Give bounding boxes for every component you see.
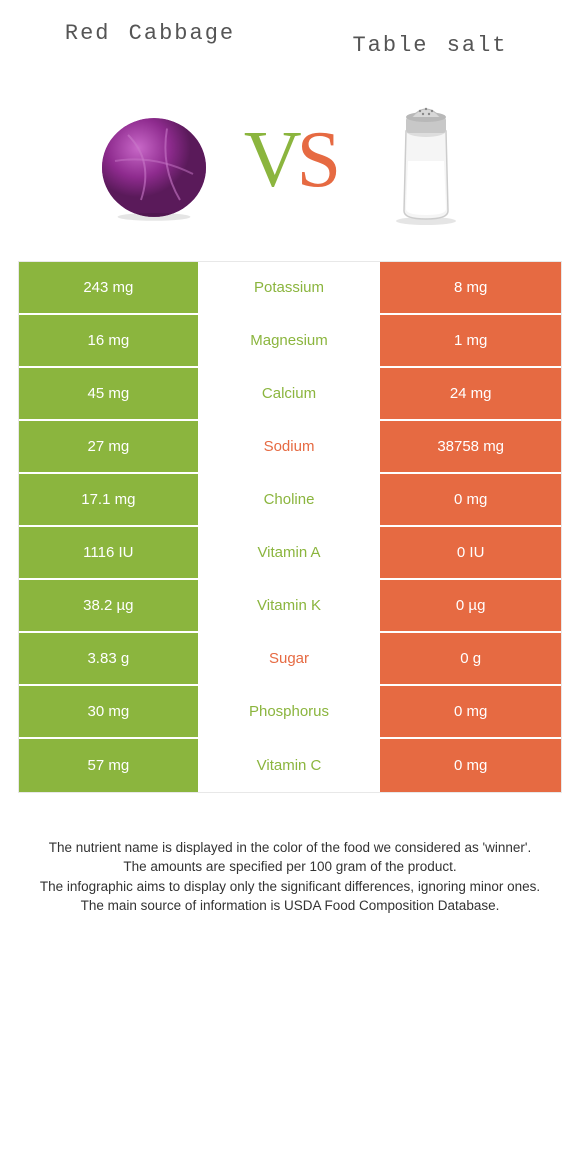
footer-line-1: The nutrient name is displayed in the co… (30, 838, 550, 858)
table-row: 3.83 gSugar0 g (19, 633, 561, 686)
comparison-header: Red Cabbage Table salt (0, 0, 580, 71)
left-value: 16 mg (19, 315, 200, 366)
nutrient-label: Sugar (200, 633, 381, 684)
table-row: 45 mgCalcium24 mg (19, 368, 561, 421)
nutrient-label: Vitamin C (200, 739, 381, 792)
right-value: 0 mg (380, 474, 561, 525)
right-food-title: Table salt (330, 20, 530, 61)
nutrient-label: Sodium (200, 421, 381, 472)
right-value: 1 mg (380, 315, 561, 366)
right-value: 38758 mg (380, 421, 561, 472)
table-row: 30 mgPhosphorus0 mg (19, 686, 561, 739)
table-row: 1116 IUVitamin A0 IU (19, 527, 561, 580)
nutrient-label: Calcium (200, 368, 381, 419)
left-value: 27 mg (19, 421, 200, 472)
left-value: 1116 IU (19, 527, 200, 578)
nutrient-table: 243 mgPotassium8 mg16 mgMagnesium1 mg45 … (18, 261, 562, 793)
left-value: 45 mg (19, 368, 200, 419)
vs-s: S (297, 116, 337, 204)
table-row: 57 mgVitamin C0 mg (19, 739, 561, 792)
vs-label: VS (244, 115, 336, 206)
table-row: 16 mgMagnesium1 mg (19, 315, 561, 368)
right-value: 8 mg (380, 262, 561, 313)
nutrient-label: Phosphorus (200, 686, 381, 737)
left-value: 30 mg (19, 686, 200, 737)
nutrient-label: Potassium (200, 262, 381, 313)
left-value: 3.83 g (19, 633, 200, 684)
right-value: 24 mg (380, 368, 561, 419)
footer-line-3: The infographic aims to display only the… (30, 877, 550, 897)
left-food-title: Red Cabbage (50, 20, 250, 61)
right-value: 0 mg (380, 739, 561, 792)
right-value: 0 g (380, 633, 561, 684)
table-row: 243 mgPotassium8 mg (19, 262, 561, 315)
left-value: 17.1 mg (19, 474, 200, 525)
footer-line-2: The amounts are specified per 100 gram o… (30, 857, 550, 877)
footer-line-4: The main source of information is USDA F… (30, 896, 550, 916)
vs-v: V (244, 116, 297, 204)
nutrient-label: Choline (200, 474, 381, 525)
table-row: 27 mgSodium38758 mg (19, 421, 561, 474)
right-value: 0 µg (380, 580, 561, 631)
table-row: 17.1 mgCholine0 mg (19, 474, 561, 527)
table-row: 38.2 µgVitamin K0 µg (19, 580, 561, 633)
nutrient-label: Vitamin A (200, 527, 381, 578)
left-value: 57 mg (19, 739, 200, 792)
cabbage-icon (84, 91, 224, 231)
nutrient-label: Vitamin K (200, 580, 381, 631)
left-value: 38.2 µg (19, 580, 200, 631)
right-value: 0 IU (380, 527, 561, 578)
footer-notes: The nutrient name is displayed in the co… (30, 838, 550, 916)
left-value: 243 mg (19, 262, 200, 313)
salt-shaker-icon (356, 91, 496, 231)
images-row: VS (0, 71, 580, 261)
nutrient-label: Magnesium (200, 315, 381, 366)
right-value: 0 mg (380, 686, 561, 737)
